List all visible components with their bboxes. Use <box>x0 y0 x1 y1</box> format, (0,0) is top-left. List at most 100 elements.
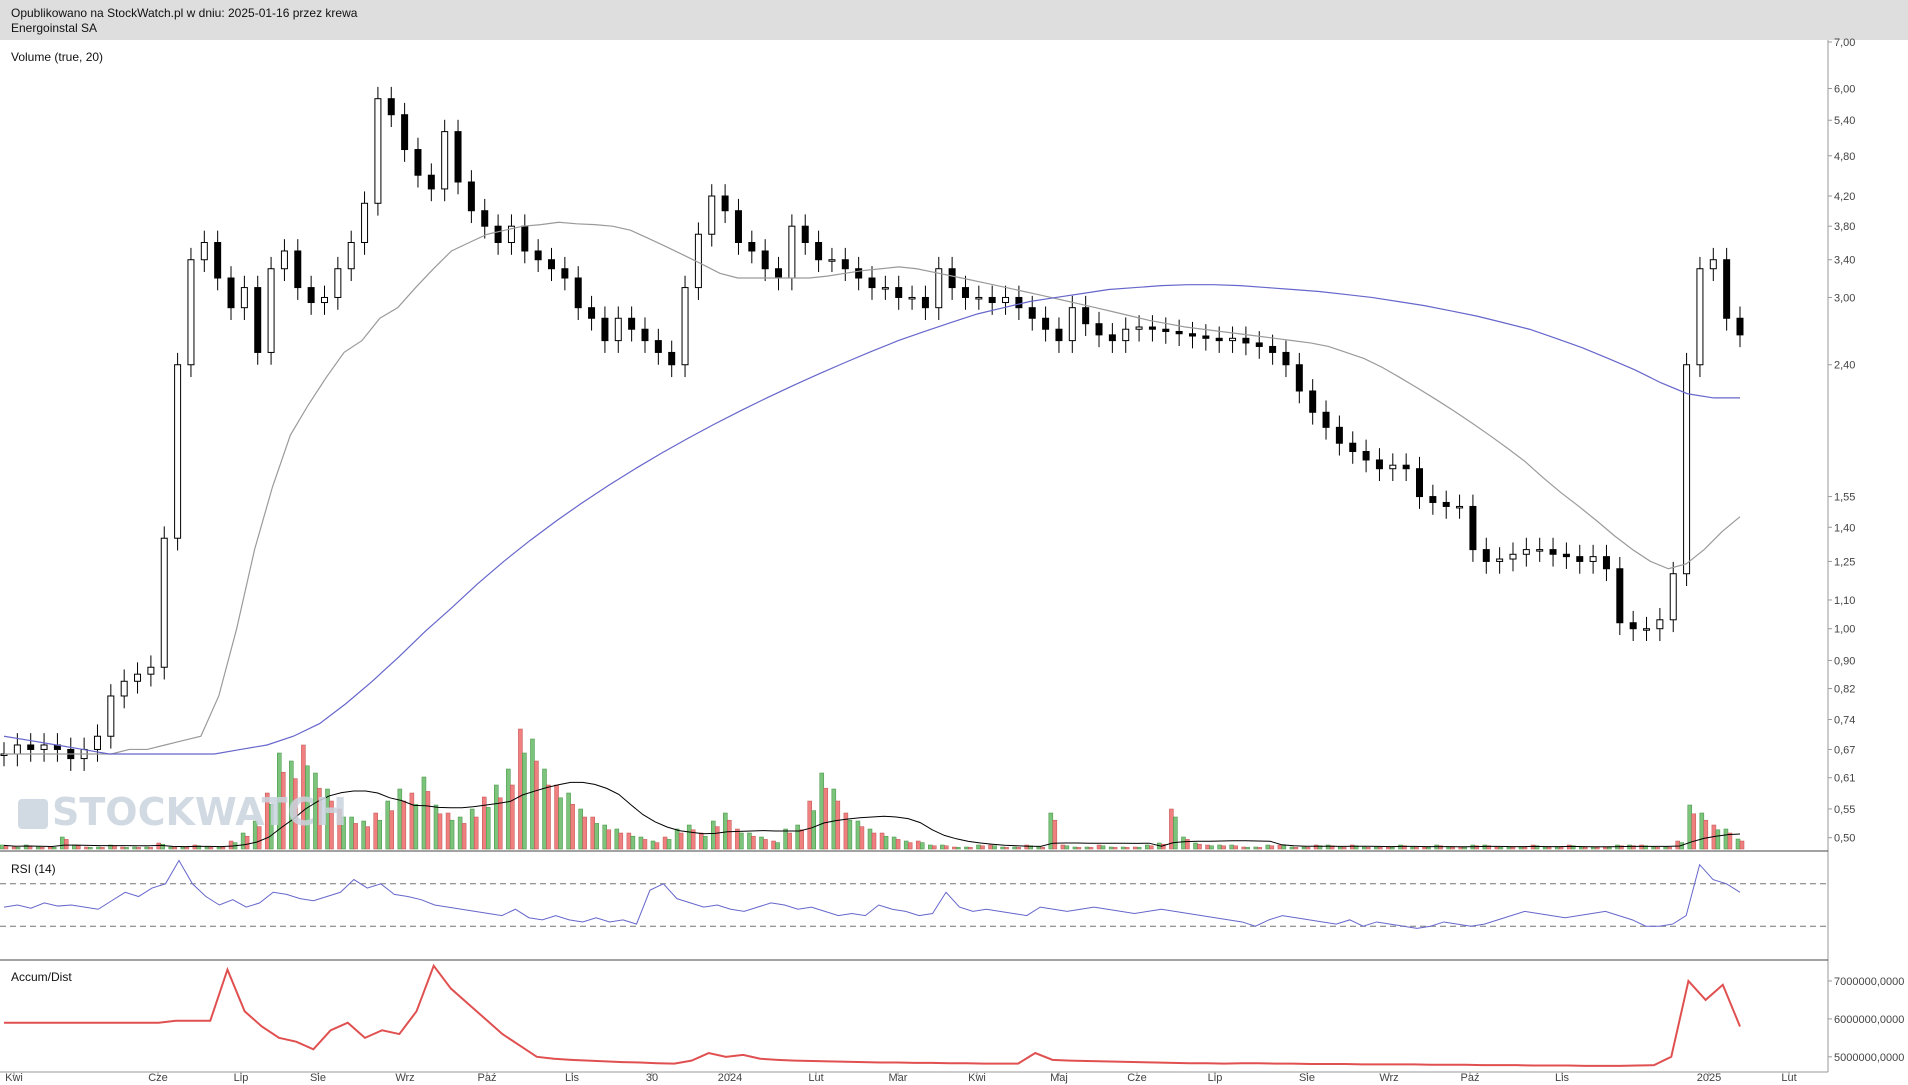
volume-bar <box>1426 847 1431 850</box>
volume-bar <box>1386 846 1391 850</box>
volume-bar <box>1076 847 1082 850</box>
volume-bar <box>1498 847 1504 850</box>
volume-bar <box>1289 846 1295 850</box>
candle-body <box>975 296 983 300</box>
candle-body <box>1095 323 1103 336</box>
volume-bar <box>445 812 451 850</box>
volume-bar <box>807 800 812 850</box>
volume-bar <box>433 804 439 850</box>
volume-bar <box>461 823 467 850</box>
volume-bar <box>510 784 515 850</box>
candle-body <box>227 277 235 309</box>
volume-bar <box>1723 828 1729 850</box>
candle-body <box>708 195 716 235</box>
volume-bar <box>1591 846 1596 850</box>
volume-bar <box>686 824 692 850</box>
volume-bar <box>1301 846 1307 850</box>
candle-body <box>828 259 836 262</box>
candle-body <box>881 287 889 290</box>
candle-body <box>895 287 903 298</box>
x-tick-label: Lis <box>1555 1072 1570 1084</box>
volume-bar <box>1253 846 1259 850</box>
volume-bar <box>1410 846 1415 850</box>
volume-bar <box>554 784 559 850</box>
volume-bar <box>124 847 129 850</box>
candle-body <box>494 225 502 243</box>
volume-bar <box>654 842 660 850</box>
volume-bar <box>88 847 93 850</box>
volume-bar <box>642 839 648 850</box>
volume-bar <box>956 847 961 850</box>
volume-bar <box>606 829 612 850</box>
candle-body <box>361 202 369 243</box>
candle-body <box>1536 549 1544 552</box>
price-tick-label: 1,55 <box>1834 492 1855 504</box>
candle-body <box>1442 501 1450 507</box>
candle-body <box>334 268 342 298</box>
volume-bar <box>0 844 5 850</box>
volume-bar <box>1108 846 1114 850</box>
x-tick-label: Kwi <box>968 1072 986 1084</box>
volume-bar <box>867 828 873 850</box>
volume-bar <box>944 845 949 850</box>
price-tick-label: 1,00 <box>1834 624 1855 636</box>
volume-bar <box>795 824 800 850</box>
volume-bar <box>928 844 933 850</box>
volume-bar <box>1000 846 1005 850</box>
volume-bar <box>1655 847 1660 850</box>
candle-body <box>1242 337 1250 344</box>
volume-bar <box>542 768 547 850</box>
candle-body <box>374 98 382 204</box>
volume-bar <box>84 846 89 850</box>
accum-tick-label: 5000000,0000 <box>1834 1052 1904 1064</box>
candle-body <box>1015 296 1023 309</box>
volume-bar <box>666 839 672 850</box>
candle-body <box>93 735 101 750</box>
candle-body <box>1188 333 1196 337</box>
volume-bar <box>723 812 728 850</box>
candle-body <box>1522 549 1530 555</box>
volume-bar <box>903 840 909 850</box>
candle-body <box>160 537 168 668</box>
candle-body <box>107 695 115 737</box>
volume-bar <box>136 847 141 850</box>
candle-body <box>294 250 302 289</box>
candle-body <box>561 268 569 279</box>
candle-body <box>1335 426 1343 444</box>
candle-body <box>1162 328 1170 332</box>
volume-bar <box>1699 812 1705 850</box>
candle-body <box>1202 335 1210 339</box>
candle-body <box>748 241 756 252</box>
volume-bar <box>1136 847 1142 850</box>
candle-body <box>654 340 662 353</box>
bar-chart-logo-icon <box>18 799 48 829</box>
candle-body <box>574 277 582 309</box>
volume-bar <box>988 844 993 850</box>
volume-bar <box>915 840 921 850</box>
volume-bar <box>437 813 443 850</box>
candle-body <box>1723 259 1731 319</box>
volume-bar <box>498 797 503 850</box>
volume-bar <box>120 846 125 850</box>
volume-bar <box>855 820 861 850</box>
volume-bar <box>891 836 897 850</box>
volume-bar <box>879 832 885 850</box>
price-tick-label: 4,80 <box>1834 151 1855 163</box>
volume-bar <box>100 847 105 850</box>
volume-bar <box>1651 846 1656 850</box>
accum-dist-line <box>4 963 1741 1067</box>
candle-body <box>1656 619 1664 630</box>
candle-body <box>921 296 929 309</box>
volume-bar <box>614 828 620 850</box>
candle-body <box>120 680 128 697</box>
candle-body <box>1602 556 1610 570</box>
volume-bar <box>196 845 202 850</box>
candle-body <box>1696 268 1704 366</box>
volume-bar <box>590 816 595 850</box>
volume-bar <box>1522 847 1528 850</box>
volume-bar <box>397 788 403 850</box>
volume-bar <box>1132 846 1138 850</box>
x-tick-label: Kwi <box>5 1072 23 1084</box>
volume-bar <box>204 846 210 850</box>
candle-body <box>1322 411 1330 428</box>
